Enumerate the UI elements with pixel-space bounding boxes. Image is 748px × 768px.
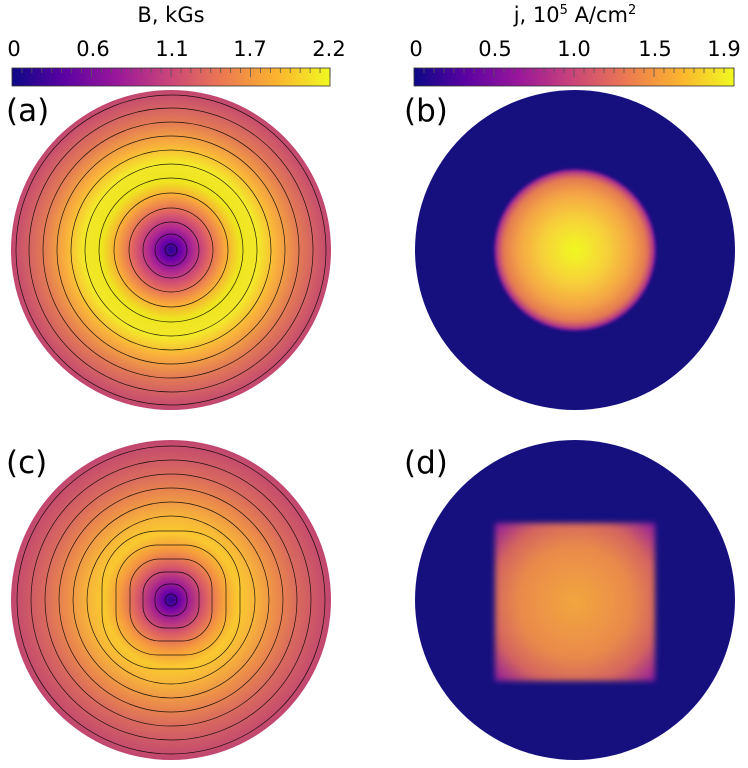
colorbar-b-tick-1: 0.6 — [76, 37, 109, 61]
panel-a-field-map — [11, 90, 331, 410]
panel-c-contours — [16, 445, 326, 755]
panel-a-label: (a) — [6, 93, 49, 129]
panel-a-contours — [15, 94, 327, 406]
panel-c-field-map — [11, 440, 331, 760]
colorbar-j-tick-3: 1.5 — [638, 37, 671, 61]
colorbar-b-tick-2: 1.1 — [155, 37, 188, 61]
colorbar-j-tick-0: 0 — [409, 37, 422, 61]
panel-d-label: (d) — [404, 445, 448, 481]
colorbar-j-title: j, 105 A/cm2 — [513, 3, 637, 27]
panel-b: (b) — [404, 90, 735, 410]
colorbar-j: j, 105 A/cm2 0 0.5 1.0 1.5 1.9 — [409, 3, 741, 87]
panel-b-label: (b) — [404, 93, 448, 129]
colorbar-b-tick-4: 2.2 — [312, 37, 345, 61]
colorbar-j-frame — [413, 67, 735, 87]
colorbar-b: B, kGs 0 0.6 1.1 1.7 2.2 — [7, 3, 346, 87]
colorbar-b-title: B, kGs — [137, 3, 204, 27]
colorbar-b-minor-ticks — [11, 68, 331, 77]
colorbar-j-tick-4: 1.9 — [707, 37, 740, 61]
panel-c: (c) — [6, 440, 331, 760]
panel-a: (a) — [6, 90, 331, 410]
panel-b-current-disk — [494, 169, 656, 331]
colorbar-b-tick-0: 0 — [7, 37, 20, 61]
colorbar-b-frame — [11, 67, 331, 87]
panel-d: (d) — [404, 440, 735, 760]
panel-c-label: (c) — [6, 445, 47, 481]
colorbar-j-tick-2: 1.0 — [557, 37, 590, 61]
colorbar-b-tick-3: 1.7 — [233, 37, 266, 61]
colorbar-j-tick-1: 0.5 — [478, 37, 511, 61]
panel-d-current-square — [495, 523, 655, 681]
